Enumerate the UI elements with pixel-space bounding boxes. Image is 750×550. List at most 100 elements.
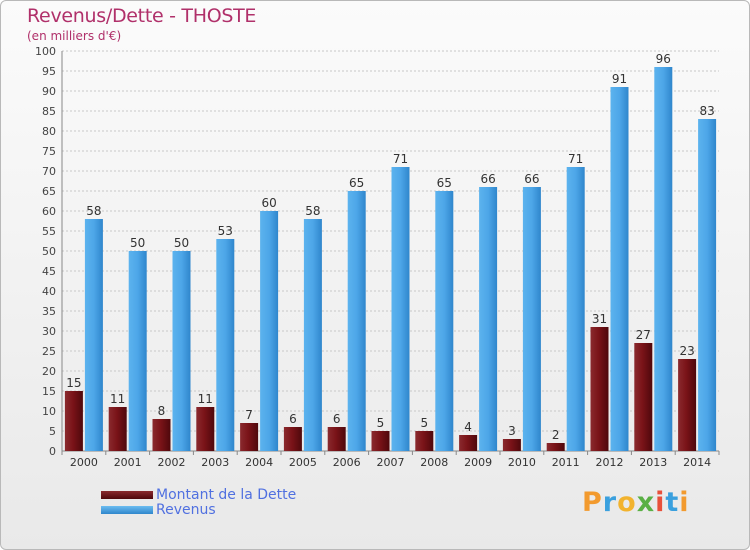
data-label-debt: 4 [464, 420, 472, 434]
legend-label-debt: Montant de la Dette [156, 487, 297, 503]
data-label-revenus: 58 [86, 204, 101, 218]
bar-revenus [260, 211, 279, 451]
x-tick-label: 2014 [683, 456, 711, 469]
y-tick-label: 65 [42, 185, 56, 198]
bar-debt [546, 443, 565, 451]
bar-revenus [84, 219, 103, 451]
y-tick-label: 10 [42, 405, 56, 418]
data-label-revenus: 65 [349, 176, 364, 190]
y-tick-label: 100 [35, 45, 56, 58]
y-tick-label: 35 [42, 305, 56, 318]
x-tick-label: 2012 [596, 456, 624, 469]
legend-label-revenus: Revenus [156, 502, 216, 518]
x-tick-label: 2005 [289, 456, 317, 469]
y-tick-label: 5 [49, 425, 56, 438]
bar-debt [459, 435, 478, 451]
data-label-revenus: 66 [480, 172, 495, 186]
bar-debt [152, 419, 171, 451]
y-tick-label: 90 [42, 85, 56, 98]
y-tick-label: 40 [42, 285, 56, 298]
logo-letter: r [602, 487, 618, 518]
bar-debt [415, 431, 434, 451]
bar-debt [590, 327, 609, 451]
bar-revenus [172, 251, 191, 451]
data-label-debt: 3 [508, 424, 516, 438]
legend-swatch-revenus [101, 506, 153, 514]
x-tick-label: 2013 [639, 456, 667, 469]
y-tick-label: 70 [42, 165, 56, 178]
bar-debt [108, 407, 127, 451]
data-label-revenus: 50 [130, 236, 145, 250]
bar-debt [240, 423, 259, 451]
bar-debt [634, 343, 653, 451]
logo-letter: t [665, 487, 680, 518]
data-label-revenus: 53 [218, 224, 233, 238]
y-tick-label: 80 [42, 125, 56, 138]
y-tick-label: 60 [42, 205, 56, 218]
data-label-revenus: 71 [568, 152, 583, 166]
x-tick-label: 2003 [201, 456, 229, 469]
data-label-revenus: 66 [524, 172, 539, 186]
x-tick-label: 2011 [552, 456, 580, 469]
bar-revenus [303, 219, 322, 451]
bar-revenus [654, 67, 673, 451]
logo-letter: i [655, 487, 666, 518]
data-label-debt: 11 [198, 392, 213, 406]
x-tick-label: 2001 [114, 456, 142, 469]
bar-revenus [391, 167, 410, 451]
x-tick-label: 2006 [333, 456, 361, 469]
bar-revenus [216, 239, 235, 451]
bar-revenus [435, 191, 454, 451]
chart-title: Revenus/Dette - THOSTE [27, 5, 257, 27]
data-label-debt: 31 [592, 312, 607, 326]
x-tick-label: 2004 [245, 456, 273, 469]
bar-revenus [610, 87, 629, 451]
y-tick-label: 30 [42, 325, 56, 338]
chart-subtitle: (en milliers d'€) [27, 29, 122, 43]
data-label-debt: 2 [552, 428, 560, 442]
data-label-debt: 23 [679, 344, 694, 358]
bar-debt [502, 439, 521, 451]
data-label-debt: 5 [420, 416, 428, 430]
logo-letter: x [636, 487, 656, 518]
proxiti-logo: Proxiti [582, 487, 690, 518]
logo-letter: P [582, 487, 603, 518]
y-tick-label: 55 [42, 225, 56, 238]
data-label-revenus: 83 [699, 104, 714, 118]
data-label-revenus: 60 [261, 196, 276, 210]
data-label-debt: 7 [245, 408, 253, 422]
y-tick-label: 15 [42, 385, 56, 398]
data-label-revenus: 91 [612, 72, 627, 86]
data-label-debt: 27 [636, 328, 651, 342]
y-tick-label: 50 [42, 245, 56, 258]
y-tick-label: 75 [42, 145, 56, 158]
bar-debt [283, 427, 302, 451]
data-label-revenus: 71 [393, 152, 408, 166]
y-tick-label: 45 [42, 265, 56, 278]
logo-letter: o [617, 487, 637, 518]
x-tick-label: 2002 [158, 456, 186, 469]
data-label-debt: 15 [66, 376, 81, 390]
bar-revenus [522, 187, 541, 451]
bar-debt [371, 431, 390, 451]
x-tick-label: 2010 [508, 456, 536, 469]
data-label-debt: 11 [110, 392, 125, 406]
y-tick-label: 25 [42, 345, 56, 358]
x-tick-label: 2000 [70, 456, 98, 469]
bar-revenus [347, 191, 366, 451]
bar-revenus [128, 251, 147, 451]
y-tick-label: 20 [42, 365, 56, 378]
data-label-debt: 6 [289, 412, 297, 426]
data-label-revenus: 65 [437, 176, 452, 190]
bar-revenus [566, 167, 585, 451]
x-tick-label: 2009 [464, 456, 492, 469]
bar-debt [327, 427, 346, 451]
data-label-revenus: 96 [656, 52, 671, 66]
y-tick-label: 0 [49, 445, 56, 458]
x-tick-label: 2008 [420, 456, 448, 469]
legend-swatch-debt [101, 491, 153, 499]
data-label-debt: 6 [333, 412, 341, 426]
y-tick-label: 85 [42, 105, 56, 118]
data-label-debt: 5 [377, 416, 385, 430]
